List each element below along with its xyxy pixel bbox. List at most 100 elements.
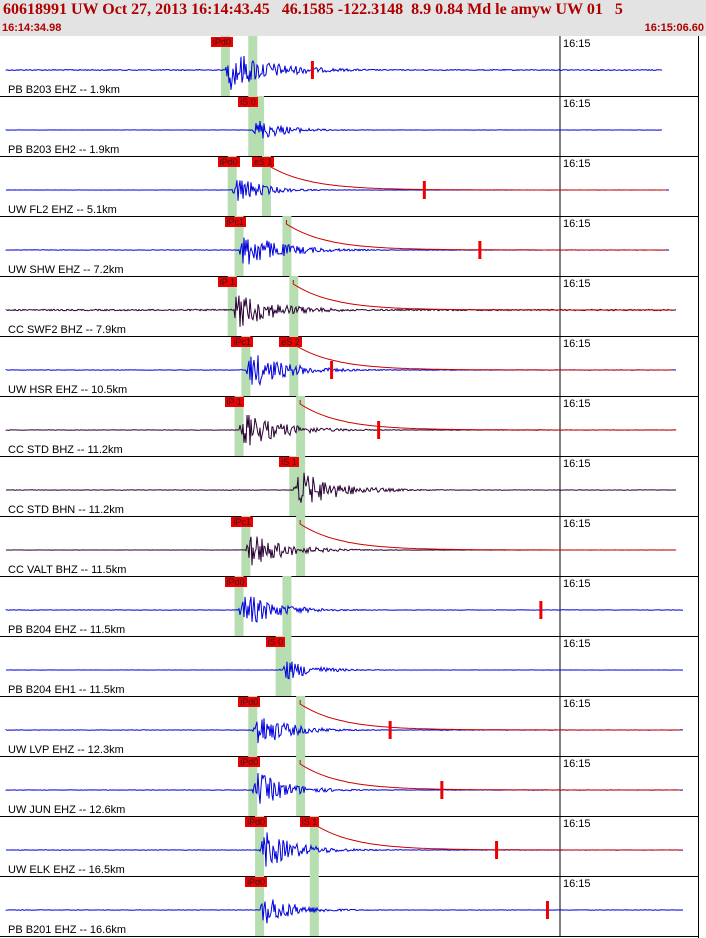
phase-pick-flag[interactable]: iS 1 bbox=[299, 817, 320, 827]
coda-end-mark[interactable] bbox=[539, 601, 543, 619]
trace-panel[interactable]: iPc1 16:15 UW SHW EHZ -- 7.2km bbox=[0, 216, 698, 277]
pick-band bbox=[227, 276, 237, 336]
pick-band bbox=[248, 96, 258, 156]
trace-canvas bbox=[5, 36, 663, 96]
phase-pick-flag[interactable]: iPd0 bbox=[217, 157, 240, 167]
trace-panel[interactable]: iPd0 eS 1 16:15 UW FL2 EHZ -- 5.1km bbox=[0, 156, 698, 217]
coda-curve bbox=[292, 340, 674, 371]
station-label: PB B201 EHZ -- 16.6km bbox=[8, 924, 126, 936]
phase-pick-flag[interactable]: eS 2 bbox=[279, 337, 302, 347]
coda-end-mark[interactable] bbox=[440, 781, 444, 799]
trace-canvas bbox=[5, 456, 677, 516]
minute-tick-label: 16:15 bbox=[563, 698, 591, 710]
phase-pick-flag[interactable]: iPd0 bbox=[210, 37, 233, 47]
trace-canvas bbox=[5, 876, 684, 936]
pick-band bbox=[241, 516, 251, 576]
station-label: UW ELK EHZ -- 16.5km bbox=[8, 864, 125, 876]
minute-tick-label: 16:15 bbox=[563, 878, 591, 890]
trace-panel[interactable]: iPc1 16:15 CC VALT BHZ -- 11.5km bbox=[0, 516, 698, 577]
trace-panels: iPd0 16:15 PB B203 EHZ -- 1.9km iS 0 16:15 PB… bbox=[0, 36, 706, 938]
trace-panel[interactable]: iS 1 16:15 CC STD BHN -- 11.2km bbox=[0, 456, 698, 517]
minute-tick-label: 16:15 bbox=[563, 518, 591, 530]
trace-panel[interactable]: iS 0 16:15 PB B203 EH2 -- 1.9km bbox=[0, 96, 698, 157]
pick-band bbox=[261, 156, 271, 216]
trace-canvas bbox=[5, 756, 684, 816]
trace-panel[interactable]: iPd0 iS 1 16:15 UW ELK EHZ -- 16.5km bbox=[0, 816, 698, 877]
phase-pick-flag[interactable]: iPc1 bbox=[231, 517, 253, 527]
phase-pick-flag[interactable]: iPd0 bbox=[238, 697, 261, 707]
coda-end-mark[interactable] bbox=[377, 421, 381, 439]
right-border bbox=[698, 36, 699, 938]
coda-end-mark[interactable] bbox=[388, 721, 392, 739]
pick-band bbox=[255, 876, 265, 936]
phase-pick-flag[interactable]: iP 1 bbox=[217, 277, 238, 287]
phase-pick-flag[interactable]: iPd0 bbox=[245, 817, 268, 827]
end-time-label: 16:15:06.60 bbox=[644, 22, 704, 34]
waveform bbox=[5, 55, 663, 90]
coda-end-mark[interactable] bbox=[495, 841, 499, 859]
station-label: UW SHW EHZ -- 7.2km bbox=[8, 264, 124, 276]
station-label: UW FL2 EHZ -- 5.1km bbox=[8, 204, 117, 216]
waveform bbox=[5, 899, 684, 924]
phase-pick-flag[interactable]: iS 0 bbox=[238, 97, 258, 107]
trace-panel[interactable]: iPd0 16:15 PB B201 EHZ -- 16.6km bbox=[0, 876, 698, 937]
event-title: 60618991 UW Oct 27, 2013 16:14:43.45 46.… bbox=[3, 1, 623, 18]
phase-pick-flag[interactable]: iS 1 bbox=[279, 457, 299, 467]
station-label: CC VALT BHZ -- 11.5km bbox=[8, 564, 127, 576]
waveform bbox=[5, 472, 677, 503]
coda-curve bbox=[285, 220, 667, 251]
coda-end-mark[interactable] bbox=[545, 901, 549, 919]
coda-end-mark[interactable] bbox=[478, 241, 482, 259]
trace-panel[interactable]: iS 0 16:15 PB B204 EH1 -- 11.5km bbox=[0, 636, 698, 697]
minute-tick-label: 16:15 bbox=[563, 458, 591, 470]
pick-band bbox=[282, 576, 292, 636]
trace-panel[interactable]: iPc1 eS 2 16:15 UW HSR EHZ -- 10.5km bbox=[0, 336, 698, 397]
coda-curve bbox=[299, 520, 677, 551]
trace-panel[interactable]: iP 1 16:15 CC SWF2 BHZ -- 7.9km bbox=[0, 276, 698, 337]
pick-band bbox=[296, 756, 306, 816]
station-label: CC SWF2 BHZ -- 7.9km bbox=[8, 324, 126, 336]
station-label: CC STD BHN -- 11.2km bbox=[8, 504, 124, 516]
coda-end-mark[interactable] bbox=[310, 61, 314, 79]
start-time-label: 16:14:34.98 bbox=[2, 22, 62, 34]
phase-pick-flag[interactable]: iPc1 bbox=[224, 217, 247, 227]
trace-canvas bbox=[5, 576, 684, 636]
waveform bbox=[5, 718, 684, 744]
pick-band bbox=[282, 216, 292, 276]
phase-pick-flag[interactable]: iPd0 bbox=[224, 577, 247, 587]
trace-panel[interactable]: iPd0 16:15 PB B204 EHZ -- 11.5km bbox=[0, 576, 698, 637]
trace-panel[interactable]: iPd0 16:15 PB B203 EHZ -- 1.9km bbox=[0, 36, 698, 97]
minute-tick-label: 16:15 bbox=[563, 818, 591, 830]
trace-panel[interactable]: iP 1 16:15 CC STD BHZ -- 11.2km bbox=[0, 396, 698, 457]
minute-tick-label: 16:15 bbox=[563, 38, 591, 50]
pick-band bbox=[220, 36, 230, 96]
coda-curve bbox=[292, 280, 674, 311]
phase-pick-flag[interactable]: iP 1 bbox=[224, 397, 244, 407]
pick-band bbox=[234, 396, 244, 456]
waveform bbox=[6, 661, 684, 680]
trace-panel[interactable]: iPd0 16:15 UW LVP EHZ -- 12.3km bbox=[0, 696, 698, 757]
coda-end-mark[interactable] bbox=[422, 181, 426, 199]
waveform bbox=[5, 121, 662, 139]
trace-canvas bbox=[5, 96, 662, 156]
trace-canvas bbox=[6, 816, 684, 876]
station-label: UW HSR EHZ -- 10.5km bbox=[8, 384, 128, 396]
phase-pick-flag[interactable]: iPd0 bbox=[245, 877, 268, 887]
phase-pick-flag[interactable]: iS 0 bbox=[265, 637, 286, 647]
trace-canvas bbox=[6, 516, 677, 576]
coda-curve bbox=[299, 400, 677, 431]
waveform bbox=[5, 295, 677, 327]
trace-canvas bbox=[5, 396, 677, 456]
trace-panel[interactable]: iPd0 16:15 UW JUN EHZ -- 12.6km bbox=[0, 756, 698, 817]
pick-band bbox=[255, 816, 265, 876]
coda-end-mark[interactable] bbox=[330, 361, 334, 379]
phase-pick-flag[interactable]: iPc1 bbox=[231, 337, 253, 347]
trace-canvas bbox=[5, 336, 677, 396]
trace-canvas bbox=[6, 636, 684, 696]
minute-tick-label: 16:15 bbox=[563, 758, 591, 770]
pick-band bbox=[309, 816, 319, 876]
coda-curve bbox=[265, 160, 666, 191]
phase-pick-flag[interactable]: eS 1 bbox=[251, 157, 275, 167]
trace-canvas bbox=[5, 156, 669, 216]
phase-pick-flag[interactable]: iPd0 bbox=[238, 757, 261, 767]
